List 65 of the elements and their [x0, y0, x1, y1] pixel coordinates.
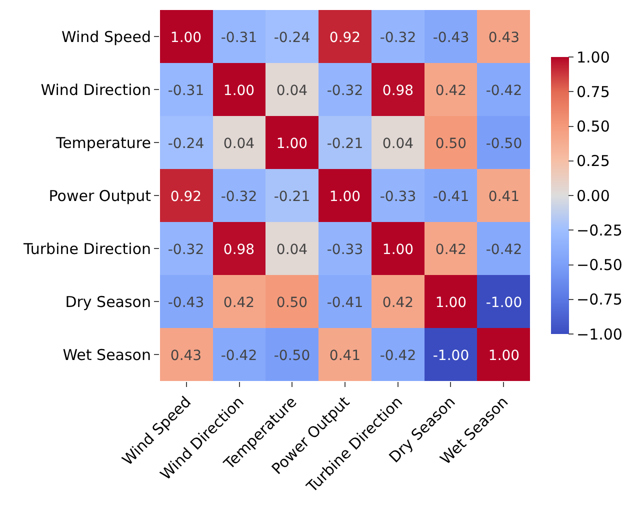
data-label: 0.43 — [488, 30, 520, 46]
data-label: -0.24 — [168, 136, 204, 152]
data-label: -0.32 — [168, 242, 204, 258]
data-label: -0.33 — [326, 242, 364, 258]
data-label: 0.41 — [488, 188, 520, 205]
color-bar-label: 0.00 — [576, 186, 610, 205]
data-label: 0.04 — [276, 242, 308, 258]
data-label: -0.42 — [486, 242, 522, 258]
data-label: -0.50 — [486, 136, 522, 152]
color-bar-label: 0.75 — [576, 82, 610, 101]
y-tick-label: Turbine Direction — [22, 240, 151, 258]
data-label: -0.21 — [274, 188, 310, 205]
data-label: 1.00 — [276, 136, 308, 152]
data-label: 0.04 — [223, 136, 255, 152]
data-label: -0.41 — [326, 294, 364, 311]
data-label: 0.42 — [435, 242, 467, 258]
data-label: 1.00 — [488, 348, 520, 364]
data-label: -0.42 — [486, 82, 522, 99]
data-label: 0.04 — [382, 136, 414, 152]
data-label: -0.31 — [168, 82, 204, 99]
data-label: -0.33 — [380, 188, 416, 205]
data-label: -0.42 — [380, 348, 416, 364]
y-tick-label: Temperature — [54, 134, 151, 152]
data-label: 0.42 — [382, 294, 414, 311]
data-label: -0.21 — [326, 136, 364, 152]
data-label: -0.43 — [168, 294, 204, 311]
data-label: -1.00 — [486, 294, 522, 311]
y-tick-label: Wet Season — [62, 346, 151, 364]
data-label: -0.42 — [220, 348, 258, 364]
data-label: 0.98 — [382, 82, 414, 99]
data-label: -0.43 — [432, 30, 470, 46]
data-label: 0.42 — [435, 82, 467, 99]
color-bar-label: 0.50 — [576, 118, 610, 136]
data-label: 0.41 — [329, 348, 361, 364]
data-label: 0.98 — [223, 242, 255, 258]
data-label: 1.00 — [223, 82, 255, 99]
data-label: -1.00 — [432, 348, 470, 364]
data-label: -0.41 — [432, 188, 470, 205]
data-label: -0.32 — [380, 30, 416, 46]
data-label: 1.00 — [435, 294, 467, 311]
color-bar-label: 0.25 — [576, 152, 610, 170]
data-label: 1.00 — [170, 30, 202, 46]
data-label: 0.04 — [276, 82, 308, 99]
y-tick-label: Wind Direction — [40, 80, 151, 99]
data-label: 0.42 — [223, 294, 255, 311]
y-tick-label: Wind Speed — [62, 28, 151, 46]
color-bar-label: −0.25 — [576, 221, 622, 240]
y-tick-label: Dry Season — [65, 292, 151, 311]
data-label: -0.32 — [220, 188, 258, 205]
data-label: 0.92 — [170, 188, 202, 205]
data-label: -0.32 — [326, 82, 364, 99]
y-tick-label: Power Output — [48, 186, 152, 205]
data-label: 0.92 — [329, 30, 361, 46]
color-bar-label: −0.75 — [576, 290, 622, 309]
data-label: -0.50 — [274, 348, 310, 364]
data-label: -0.24 — [274, 30, 310, 46]
data-label: 1.00 — [329, 188, 361, 205]
data-label: 0.50 — [276, 294, 308, 311]
data-label: -0.31 — [220, 30, 258, 46]
color-bar-label: −1.00 — [576, 325, 622, 344]
data-label: 1.00 — [382, 242, 414, 258]
data-label: 0.43 — [170, 348, 202, 364]
color-bar-label: −0.50 — [576, 256, 622, 274]
data-label: 0.50 — [435, 136, 467, 152]
color-bar-label: 1.00 — [576, 48, 610, 66]
